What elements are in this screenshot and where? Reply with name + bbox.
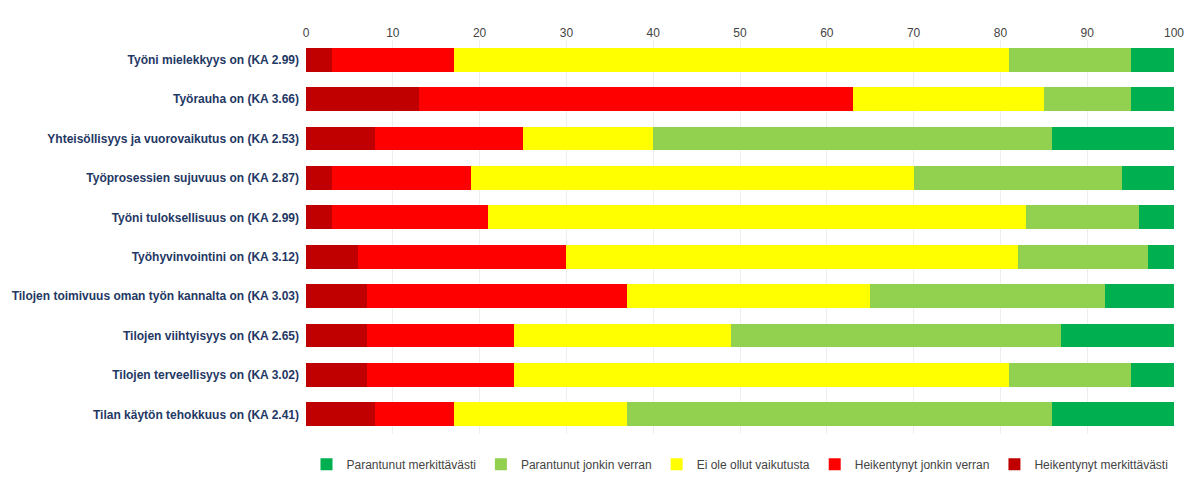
svg-text:Työni tuloksellisuus on (KA 2.: Työni tuloksellisuus on (KA 2.99): [112, 211, 299, 225]
svg-text:50: 50: [733, 26, 747, 40]
svg-text:60: 60: [820, 26, 834, 40]
svg-text:80: 80: [994, 26, 1008, 40]
svg-text:0: 0: [303, 26, 310, 40]
svg-text:40: 40: [647, 26, 661, 40]
svg-text:Parantunut merkittävästi: Parantunut merkittävästi: [347, 458, 476, 472]
svg-text:Ei ole ollut vaikutusta: Ei ole ollut vaikutusta: [697, 458, 810, 472]
svg-text:100: 100: [1164, 26, 1184, 40]
svg-text:Työrauha on (KA 3.66): Työrauha on (KA 3.66): [173, 92, 299, 106]
svg-text:Heikentynyt jonkin verran: Heikentynyt jonkin verran: [855, 458, 990, 472]
svg-text:Työni mielekkyys on (KA 2.99): Työni mielekkyys on (KA 2.99): [128, 53, 299, 67]
svg-text:10: 10: [386, 26, 400, 40]
svg-text:Yhteisöllisyys ja vuorovaikutu: Yhteisöllisyys ja vuorovaikutus on (KA 2…: [47, 132, 299, 146]
svg-text:Työhyvinvointini on (KA 3.12): Työhyvinvointini on (KA 3.12): [132, 250, 299, 264]
svg-text:Tilan käytön tehokkuus on (KA: Tilan käytön tehokkuus on (KA 2.41): [93, 408, 299, 422]
svg-text:Tilojen toimivuus oman työn ka: Tilojen toimivuus oman työn kannalta on …: [12, 289, 299, 303]
svg-text:Parantunut jonkin verran: Parantunut jonkin verran: [521, 458, 652, 472]
svg-text:30: 30: [560, 26, 574, 40]
svg-text:20: 20: [473, 26, 487, 40]
svg-text:70: 70: [907, 26, 921, 40]
svg-text:Työprosessien sujuvuus on (KA: Työprosessien sujuvuus on (KA 2.87): [86, 171, 299, 185]
svg-text:Tilojen viihtyisyys on (KA 2.6: Tilojen viihtyisyys on (KA 2.65): [123, 329, 299, 343]
svg-text:Tilojen terveellisyys on (KA 3: Tilojen terveellisyys on (KA 3.02): [112, 368, 299, 382]
svg-text:90: 90: [1081, 26, 1095, 40]
svg-text:Heikentynyt merkittävästi: Heikentynyt merkittävästi: [1034, 458, 1167, 472]
